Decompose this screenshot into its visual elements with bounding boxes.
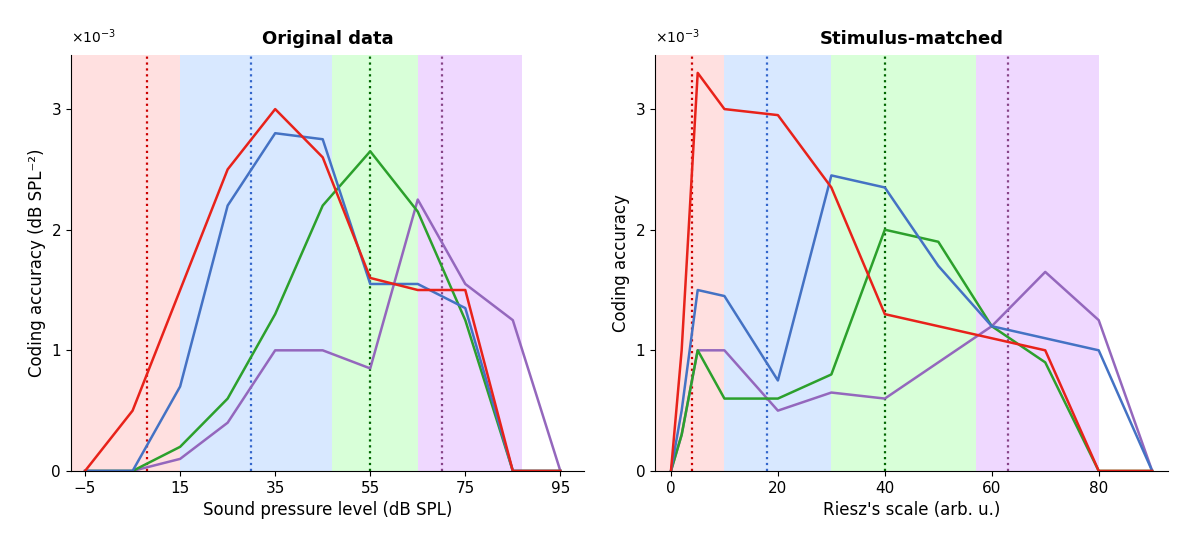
Bar [655,55,725,471]
Bar [976,55,1099,471]
Bar [831,55,976,471]
Bar [725,55,831,471]
Text: $\times 10^{-3}$: $\times 10^{-3}$ [71,28,116,46]
Title: Original data: Original data [262,30,393,48]
Y-axis label: Coding accuracy (dB SPL⁻²): Coding accuracy (dB SPL⁻²) [28,149,45,377]
X-axis label: Riesz's scale (arb. u.): Riesz's scale (arb. u.) [823,501,1000,519]
Bar [332,55,417,471]
Bar [417,55,523,471]
Title: Stimulus-matched: Stimulus-matched [819,30,1003,48]
Bar [181,55,332,471]
Text: $\times 10^{-3}$: $\times 10^{-3}$ [655,28,700,46]
Y-axis label: Coding accuracy: Coding accuracy [612,194,630,332]
Bar [71,55,181,471]
X-axis label: Sound pressure level (dB SPL): Sound pressure level (dB SPL) [203,501,452,519]
